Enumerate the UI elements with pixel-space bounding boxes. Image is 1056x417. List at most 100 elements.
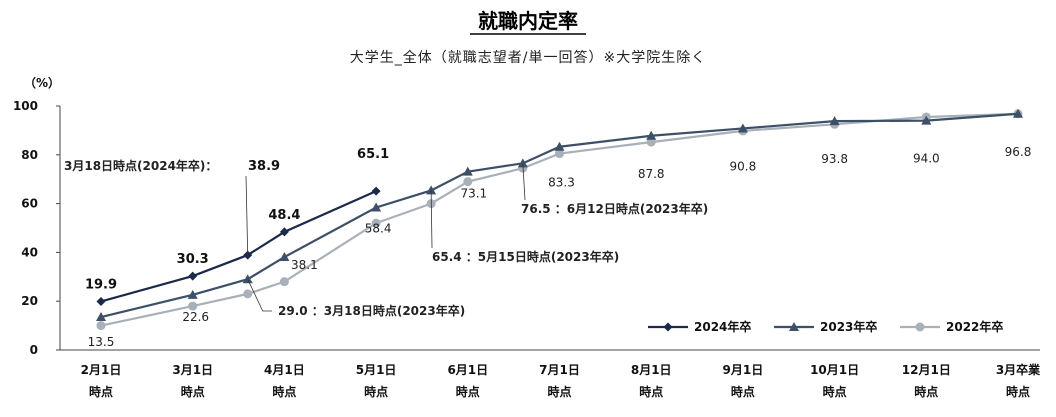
annotation-text: 29.0 ：3月18日時点(2023年卒) xyxy=(278,303,465,318)
annotation-leader xyxy=(245,175,249,256)
data-point xyxy=(96,321,106,331)
x-tick-label: 時点 xyxy=(364,384,388,399)
y-tick-label: 0 xyxy=(30,343,38,357)
data-point xyxy=(517,158,528,168)
data-point xyxy=(243,250,253,260)
x-tick-label: 3月卒業 xyxy=(996,362,1041,377)
data-label: 48.4 xyxy=(268,208,300,223)
x-tick-label: 時点 xyxy=(1006,384,1030,399)
x-tick-label: 6月1日 xyxy=(447,363,488,377)
x-tick-label: 時点 xyxy=(823,384,847,399)
data-point xyxy=(243,289,253,299)
annotations: 3月18日時点(2024年卒)： 38.9 29.0 ：3月18日時点(2023年卒… xyxy=(64,158,708,318)
x-tick-label: 時点 xyxy=(731,384,755,399)
data-point xyxy=(737,123,748,133)
annotation-value: 38.9 xyxy=(248,159,280,174)
x-tick-label: 9月1日 xyxy=(723,363,764,377)
chart-subtitle: 大学生_全体（就職志望者/単一回答）※大学院生除く xyxy=(350,49,706,66)
data-label: 38.1 xyxy=(291,258,318,272)
data-point xyxy=(279,227,289,237)
data-point xyxy=(371,186,381,196)
annotation-leader xyxy=(247,279,272,312)
legend-label: 2024年卒 xyxy=(694,319,751,334)
series-2023年卒 xyxy=(96,108,1023,322)
y-tick-label: 80 xyxy=(21,148,38,162)
data-point xyxy=(371,202,382,212)
x-tick-label: 8月1日 xyxy=(631,363,672,377)
x-tick-label: 時点 xyxy=(547,384,571,399)
x-tick-label: 時点 xyxy=(639,384,663,399)
data-point xyxy=(187,289,198,299)
data-point xyxy=(829,116,840,126)
data-point xyxy=(463,177,473,187)
series-line xyxy=(100,190,377,303)
annotation-text: 76.5 ：6月12日時点(2023年卒) xyxy=(521,201,708,216)
x-tick-label: 時点 xyxy=(272,384,296,399)
chart-title: 就職内定率 xyxy=(478,9,578,33)
y-tick-label: 40 xyxy=(21,245,38,259)
legend-label: 2023年卒 xyxy=(820,319,877,334)
data-label: 58.4 xyxy=(365,222,392,236)
data-point xyxy=(371,218,381,228)
x-tick-label: 4月1日 xyxy=(264,363,305,377)
data-label: 90.8 xyxy=(730,159,757,173)
data-label: 73.1 xyxy=(460,187,487,201)
x-tick-label: 5月1日 xyxy=(356,363,397,377)
annotation-text: 3月18日時点(2024年卒)： xyxy=(64,158,217,173)
legend-label: 2022年卒 xyxy=(946,319,1003,334)
legend-item: 2024年卒 xyxy=(648,319,751,334)
y-tick-label: 100 xyxy=(13,99,38,113)
data-label: 13.5 xyxy=(88,335,115,349)
data-label: 87.8 xyxy=(638,167,665,181)
data-label: 19.9 xyxy=(85,277,117,292)
y-tick-label: 20 xyxy=(21,294,38,308)
data-point xyxy=(554,141,565,151)
data-label: 96.8 xyxy=(1005,145,1032,159)
x-tick-label: 時点 xyxy=(456,384,480,399)
x-tick-label: 時点 xyxy=(89,384,113,399)
legend-item: 2022年卒 xyxy=(900,319,1003,334)
data-point xyxy=(426,185,437,195)
data-point xyxy=(188,271,198,281)
data-label: 30.3 xyxy=(177,252,209,267)
series-layer xyxy=(96,108,1023,331)
x-tick-label: 時点 xyxy=(914,384,938,399)
data-point xyxy=(646,130,657,140)
data-labels: 19.9 30.3 48.4 65.1 13.5 22.6 38.1 58.4 73.1 83.3… xyxy=(85,145,1031,349)
data-label: 83.3 xyxy=(548,176,575,190)
annotation-leader xyxy=(430,190,433,249)
y-tick-label: 60 xyxy=(21,197,38,211)
data-label: 94.0 xyxy=(913,152,940,166)
data-point xyxy=(555,149,564,159)
data-point xyxy=(96,312,106,322)
data-point xyxy=(921,115,932,125)
legend-marker xyxy=(789,322,799,331)
x-tick-label: 時点 xyxy=(181,384,205,399)
data-point xyxy=(96,296,106,306)
x-tick-label: 10月1日 xyxy=(810,363,859,377)
series-line xyxy=(100,112,1019,319)
data-point xyxy=(462,166,473,176)
data-point xyxy=(279,252,290,262)
legend-item: 2023年卒 xyxy=(774,319,877,334)
x-tick-label: 2月1日 xyxy=(81,363,122,377)
legend-marker xyxy=(663,322,673,332)
data-point xyxy=(1013,108,1023,118)
data-label: 65.1 xyxy=(357,147,389,162)
data-point xyxy=(279,277,289,287)
annotation-leader xyxy=(522,163,526,201)
data-point xyxy=(242,274,253,284)
annotation-text: 65.4 ：5月15日時点(2023年卒) xyxy=(432,249,619,264)
data-point xyxy=(188,301,198,311)
legend: 2024年卒 2023年卒 2022年卒 xyxy=(648,319,1003,334)
x-tick-label: 12月1日 xyxy=(902,363,951,377)
x-tick-label: 3月1日 xyxy=(172,363,213,377)
legend-marker xyxy=(915,322,925,332)
data-label: 22.6 xyxy=(182,310,209,324)
data-label: 93.8 xyxy=(821,152,848,166)
x-tick-label: 7月1日 xyxy=(539,363,580,377)
data-point xyxy=(646,137,656,147)
